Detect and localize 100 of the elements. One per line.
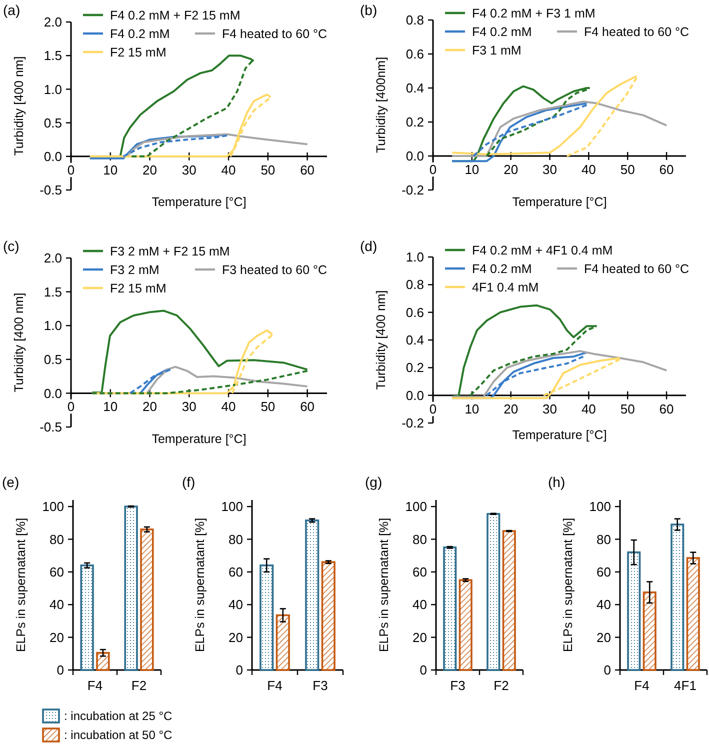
y-tick-label: 80 <box>50 532 64 547</box>
x-tick-label: F2 <box>494 678 509 693</box>
y-axis-title: ELPs in supernatant [%] <box>377 518 391 652</box>
y-tick-label: 80 <box>412 532 427 547</box>
y-tick-label: 80 <box>596 532 611 547</box>
x-tick-label: 60 <box>300 399 315 414</box>
y-tick-label: 1.0 <box>406 250 424 265</box>
y-tick-label: 0 <box>420 662 427 678</box>
chart-title: (g) <box>365 474 382 490</box>
x-axis-title: Temperature [°C] <box>512 428 607 442</box>
y-axis-title: ELPs in supernatant [%] <box>193 518 207 652</box>
x-tick-label: 20 <box>142 162 158 178</box>
legend-label: F4 0.2 mM <box>472 24 532 39</box>
legend-label: F4 0.2 mM + F3 1 mM <box>472 6 596 20</box>
y-tick-label: 0.6 <box>406 46 424 62</box>
chart-title: (a) <box>3 2 20 18</box>
x-tick-label: 30 <box>542 162 558 177</box>
y-axis-title: ELPs in supernatant [%] <box>14 518 28 652</box>
y-tick-label: 0.0 <box>44 386 62 401</box>
x-tick-label: 10 <box>464 162 480 177</box>
y-tick-label: 100 <box>42 499 64 514</box>
y-tick-label: 0.2 <box>406 114 424 130</box>
legend-label: F3 1 mM <box>472 43 522 58</box>
x-tick-label: F4 <box>87 678 103 693</box>
y-tick-label: 2.0 <box>44 14 62 30</box>
legend-label: F3 2 mM + F2 15 mM <box>110 244 230 258</box>
x-tick-label: F4 <box>267 678 282 693</box>
y-tick-label: 60 <box>50 564 64 580</box>
y-tick-label: 0 <box>56 662 64 678</box>
x-tick-label: F4 <box>634 678 650 693</box>
y-tick-label: 1.5 <box>44 48 62 64</box>
x-tick-label: 30 <box>182 162 196 178</box>
legend-label: F4 0.2 mM + F2 15 mM <box>110 8 240 22</box>
legend-label: F4 0.2 mM <box>110 26 170 41</box>
x-tick-label: 60 <box>300 162 315 178</box>
y-tick-label: 40 <box>596 597 611 612</box>
legend-label: F4 heated to 60 °C <box>584 24 690 39</box>
x-tick-label: 50 <box>620 162 635 177</box>
y-tick-label: 40 <box>412 597 427 612</box>
x-tick-label: 50 <box>620 401 635 416</box>
x-tick-label: 10 <box>103 399 118 414</box>
y-tick-label: 0.4 <box>406 80 424 96</box>
y-tick-label: 0.5 <box>44 115 62 130</box>
y-tick-label: 60 <box>412 564 427 580</box>
y-tick-label: 20 <box>50 630 64 645</box>
y-axis-title: ELPs in supernatant [%] <box>561 518 575 652</box>
y-tick-label: 40 <box>50 597 64 612</box>
legend-label: F3 2 mM <box>110 262 160 277</box>
x-tick-label: 10 <box>464 401 480 416</box>
x-tick-label: 10 <box>103 162 118 178</box>
x-tick-label: F3 <box>312 678 328 693</box>
y-tick-label: 0 <box>236 662 243 678</box>
x-tick-label: 60 <box>659 162 674 177</box>
y-tick-label: 0.8 <box>406 12 424 28</box>
y-tick-label: 60 <box>596 564 611 580</box>
y-tick-label: 20 <box>596 630 611 645</box>
y-tick-label: 1.5 <box>44 284 62 300</box>
x-tick-label: 50 <box>260 399 276 414</box>
x-tick-label: F3 <box>450 678 466 693</box>
chart-title: (f) <box>182 474 196 490</box>
y-axis-title: Turbidity [400nm] <box>374 56 388 154</box>
y-tick-label: 0.2 <box>406 360 424 376</box>
chart-title: (c) <box>3 238 20 254</box>
legend-label: F4 0.2 mM <box>472 262 532 276</box>
y-tick-label: 0 <box>604 662 611 678</box>
x-tick-label: F2 <box>131 678 147 693</box>
y-tick-label: 100 <box>405 499 427 514</box>
y-tick-label: 0.6 <box>406 304 424 320</box>
legend-label: F4 heated to 60 °C <box>584 262 690 276</box>
y-tick-label: -0.2 <box>402 416 424 431</box>
x-axis-title: Temperature [°C] <box>152 195 246 209</box>
x-tick-label: 50 <box>260 162 276 178</box>
legend-label: F2 15 mM <box>110 45 166 60</box>
y-axis-title: Turbidity [400 nm] <box>374 290 388 390</box>
y-tick-label: 2.0 <box>44 250 62 266</box>
y-axis-title: Turbidity [400 nm] <box>12 292 26 392</box>
x-tick-label: 60 <box>659 401 674 416</box>
y-tick-label: 0.8 <box>406 277 424 292</box>
legend-label: F4 heated to 60 °C <box>222 26 328 41</box>
legend-label: F2 15 mM <box>110 281 166 296</box>
x-tick-label: 40 <box>581 401 596 416</box>
y-tick-label: 20 <box>228 630 243 645</box>
y-tick-label: 0.5 <box>44 352 62 367</box>
y-tick-label: 100 <box>589 499 611 514</box>
y-tick-label: 0.4 <box>406 332 424 348</box>
x-tick-label: 30 <box>182 399 196 414</box>
y-tick-label: 0.0 <box>406 388 424 403</box>
legend-label: F3 heated to 60 °C <box>222 262 328 277</box>
y-tick-label: 60 <box>228 564 243 580</box>
y-tick-label: 40 <box>228 597 243 612</box>
y-tick-label: -0.5 <box>40 182 62 198</box>
legend-label: F4 0.2 mM + 4F1 0.4 mM <box>472 243 613 258</box>
y-tick-label: 1.0 <box>44 318 62 334</box>
chart-title: (b) <box>360 2 378 18</box>
legend-label: : incubation at 25 °C <box>64 709 173 724</box>
y-tick-label: -0.5 <box>40 420 62 435</box>
x-axis-title: Temperature [°C] <box>152 432 246 446</box>
chart-title: (d) <box>360 238 378 254</box>
y-tick-label: 100 <box>221 499 243 514</box>
legend-label: 4F1 0.4 mM <box>472 280 539 294</box>
